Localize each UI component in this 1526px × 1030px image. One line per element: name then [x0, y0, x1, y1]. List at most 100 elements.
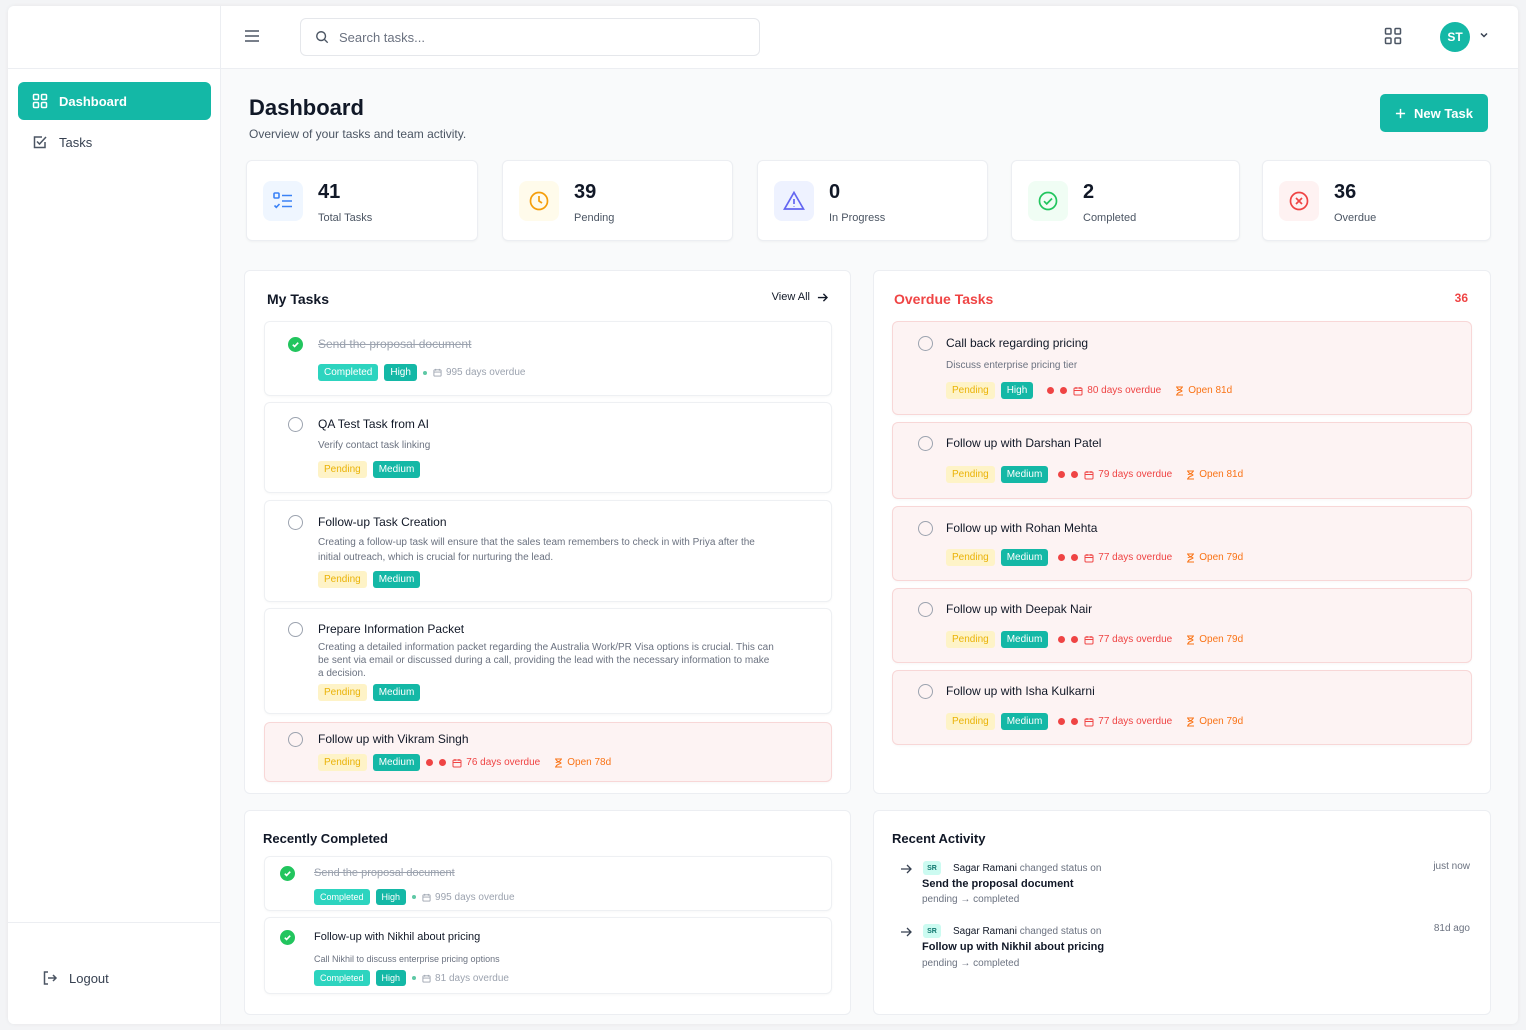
task-card[interactable]: QA Test Task from AI Verify contact task…: [264, 402, 832, 493]
task-tags: Pending Medium: [318, 684, 421, 701]
task-description: Creating a follow-up task will ensure th…: [318, 537, 755, 548]
stat-card-total: 41 Total Tasks: [246, 160, 478, 241]
due-info: 77 days overdue: [1084, 716, 1172, 727]
calendar-icon: [422, 974, 431, 983]
search-icon: [316, 31, 329, 44]
status-dot: [422, 370, 427, 375]
activity-change: pending → completed: [922, 894, 1020, 905]
logout-button[interactable]: Logout: [28, 959, 221, 997]
due-info: 79 days overdue: [1084, 469, 1172, 480]
search-input[interactable]: [339, 29, 739, 45]
activity-time: just now: [1433, 861, 1470, 872]
stat-card-overdue: 36 Overdue: [1262, 160, 1491, 241]
logout-icon: [43, 971, 58, 985]
task-checkbox[interactable]: [918, 521, 933, 536]
task-checkbox[interactable]: [288, 515, 303, 530]
app-window: Dashboard Tasks Logout ST Dashboard Over…: [8, 6, 1518, 1024]
status-badge: Completed: [314, 889, 370, 905]
stat-label: Completed: [1083, 212, 1137, 224]
user-initials: ST: [1447, 30, 1463, 44]
priority-badge: High: [1000, 382, 1034, 399]
card-title: My Tasks: [267, 291, 329, 307]
menu-icon[interactable]: [243, 28, 261, 44]
task-tags: Pending Medium 79 days overdue Open 81d: [946, 466, 1243, 483]
task-card[interactable]: Send the proposal document Completed Hig…: [264, 321, 832, 396]
overdue-text: 77 days overdue: [1098, 552, 1173, 563]
open-text: Open 79d: [1199, 716, 1244, 727]
user-avatar[interactable]: ST: [1440, 22, 1470, 52]
task-title: Follow-up with Nikhil about pricing: [314, 931, 481, 943]
task-checkbox[interactable]: [918, 602, 933, 617]
overdue-task-card[interactable]: Follow up with Deepak Nair Pending Mediu…: [892, 588, 1472, 663]
stat-icon-wrap: [1279, 181, 1319, 221]
status-badge: Pending: [318, 754, 367, 771]
task-title: Follow-up Task Creation: [318, 515, 447, 529]
task-checkbox[interactable]: [918, 436, 933, 451]
stat-icon-wrap: [774, 181, 814, 221]
chevron-down-icon[interactable]: [1479, 30, 1489, 40]
priority-badge: Medium: [372, 461, 421, 478]
status-badge: Pending: [946, 382, 995, 399]
priority-badge: Medium: [372, 571, 421, 588]
overdue-count: 36: [1454, 291, 1468, 305]
activity-change: pending → completed: [922, 958, 1020, 969]
activity-item[interactable]: SR Sagar Ramani changed status on Send t…: [892, 861, 1470, 911]
task-card[interactable]: Prepare Information Packet Creating a de…: [264, 608, 832, 714]
stat-icon-wrap: [1028, 181, 1068, 221]
completed-task-card[interactable]: Follow-up with Nikhil about pricing Call…: [264, 917, 832, 994]
priority-badge: Medium: [372, 754, 421, 771]
task-checkbox[interactable]: [288, 622, 303, 637]
sidebar-item-dashboard[interactable]: Dashboard: [18, 82, 211, 120]
overdue-text: 76 days overdue: [466, 757, 541, 768]
stat-label: In Progress: [829, 212, 886, 224]
task-description: Discuss enterprise pricing tier: [946, 360, 1078, 371]
task-checkbox[interactable]: [918, 684, 933, 699]
main-content: Dashboard Overview of your tasks and tea…: [221, 69, 1518, 1024]
task-tags: Pending High 80 days overdue Open 81d: [946, 382, 1232, 399]
task-title: QA Test Task from AI: [318, 417, 429, 431]
task-checkbox[interactable]: [918, 336, 933, 351]
open-duration: Open 78d: [554, 757, 611, 768]
task-card[interactable]: Follow up with Vikram Singh Pending Medi…: [264, 722, 832, 782]
task-checkbox[interactable]: [288, 417, 303, 432]
overdue-task-card[interactable]: Follow up with Rohan Mehta Pending Mediu…: [892, 506, 1472, 581]
overdue-task-card[interactable]: Follow up with Isha Kulkarni Pending Med…: [892, 670, 1472, 745]
recent-activity-card: Recent Activity SR Sagar Ramani changed …: [873, 810, 1491, 1015]
view-all-label: View All: [771, 291, 810, 303]
task-description: initial outreach, which is crucial for n…: [318, 552, 554, 563]
completed-check-icon[interactable]: [288, 337, 303, 352]
arrow-right-icon: [901, 927, 912, 937]
status-badge: Pending: [946, 466, 995, 483]
task-tags: Completed High 81 days overdue: [314, 970, 509, 986]
due-info: 81 days overdue: [422, 973, 509, 984]
overdue-text: 77 days overdue: [1098, 634, 1173, 645]
task-checkbox[interactable]: [288, 732, 303, 747]
activity-item[interactable]: SR Sagar Ramani changed status on Follow…: [892, 923, 1470, 974]
status-dot: [412, 895, 417, 899]
task-card[interactable]: Follow-up Task Creation Creating a follo…: [264, 500, 832, 602]
open-duration: Open 79d: [1186, 634, 1243, 645]
completed-check-icon[interactable]: [280, 930, 295, 945]
sidebar-item-tasks[interactable]: Tasks: [18, 123, 211, 161]
status-badge: Completed: [314, 970, 370, 986]
stat-label: Pending: [574, 212, 615, 224]
completed-task-card[interactable]: Send the proposal document Completed Hig…: [264, 856, 832, 911]
overdue-task-card[interactable]: Follow up with Darshan Patel Pending Med…: [892, 422, 1472, 499]
apps-grid-icon[interactable]: [1384, 27, 1402, 45]
new-task-button[interactable]: New Task: [1380, 94, 1488, 132]
stat-label: Total Tasks: [318, 212, 373, 224]
overdue-task-card[interactable]: Call back regarding pricing Discuss ente…: [892, 321, 1472, 415]
completed-check-icon[interactable]: [280, 866, 295, 881]
open-text: Open 81d: [1199, 469, 1244, 480]
stat-card-pending: 39 Pending: [502, 160, 733, 241]
calendar-icon: [1084, 553, 1094, 562]
sidebar-item-label: Tasks: [59, 134, 93, 150]
clock-icon: [529, 191, 549, 211]
sidebar-header: [8, 6, 220, 69]
activity-action: changed status on: [1019, 926, 1102, 937]
view-all-link[interactable]: View All: [772, 291, 828, 303]
status-badge: Pending: [946, 631, 995, 648]
stat-value: 0: [829, 181, 841, 203]
my-tasks-card: My Tasks View All Send the proposal docu…: [244, 270, 851, 794]
status-badge: Pending: [946, 549, 995, 566]
